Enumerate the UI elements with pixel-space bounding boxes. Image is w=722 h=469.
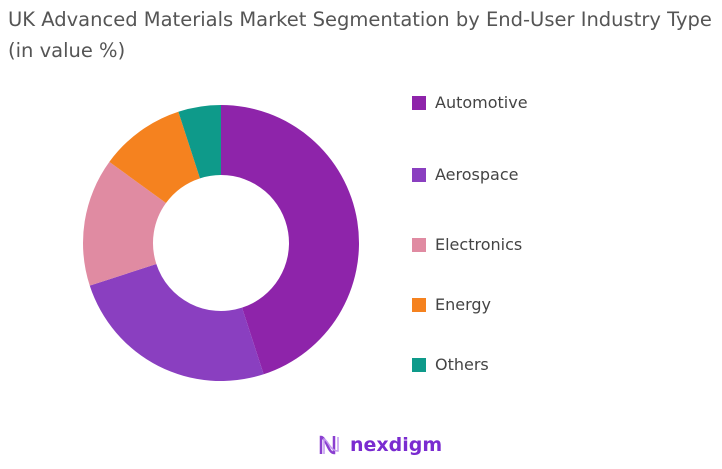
legend-swatch: [412, 95, 426, 110]
legend-swatch: [412, 167, 426, 182]
legend-item-automotive: Automotive: [412, 93, 528, 112]
slice-automotive: [221, 105, 359, 375]
legend-swatch: [412, 297, 426, 312]
chart-title: UK Advanced Materials Market Segmentatio…: [8, 8, 712, 62]
legend-item-aerospace: Aerospace: [412, 165, 518, 184]
slice-electronics: [82, 161, 166, 286]
slice-others: [178, 105, 221, 179]
legend-item-energy: Energy: [412, 295, 491, 314]
logo-icon: [319, 435, 339, 455]
slice-aerospace: [89, 264, 264, 381]
legend-label: Energy: [435, 295, 492, 314]
legend-item-others: Others: [412, 355, 489, 374]
nexdigm-logo: nexdigm: [318, 434, 442, 456]
legend-label: Automotive: [435, 93, 528, 112]
legend-label: Electronics: [435, 235, 523, 254]
slice-energy: [109, 111, 200, 204]
legend-label: Aerospace: [435, 165, 519, 184]
legend-item-electronics: Electronics: [412, 235, 522, 254]
legend-label: Others: [435, 355, 489, 374]
logo-text: nexdigm: [350, 434, 443, 456]
legend-swatch: [412, 237, 426, 252]
legend-swatch: [412, 357, 426, 372]
